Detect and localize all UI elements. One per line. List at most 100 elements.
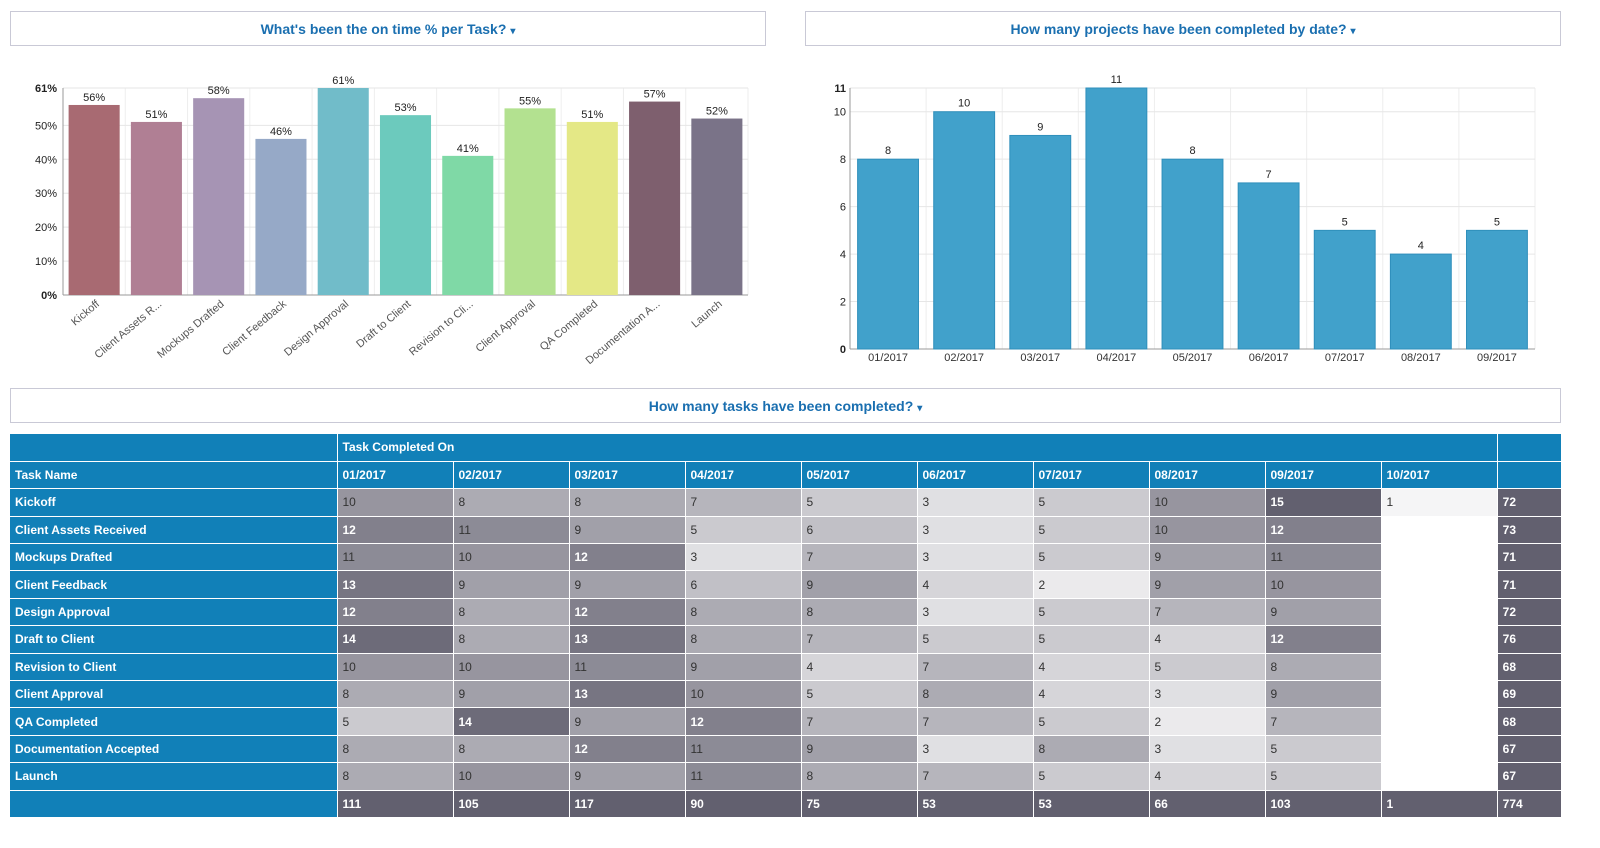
column-total: 66 <box>1149 790 1266 818</box>
bar[interactable] <box>317 88 369 295</box>
row-name: Client Approval <box>10 680 338 709</box>
projects-completed-bar-chart: 0 2 4 6 8 10 11 8 01/2017 10 02/2017 9 03/2017 11 04/2… <box>834 74 1536 364</box>
row-total: 73 <box>1497 516 1562 545</box>
table-cell: 5 <box>917 625 1034 654</box>
bar[interactable] <box>933 111 996 350</box>
table-row: QA Completed 5 14 9 12 7 7 5 2 7 68 <box>10 707 1562 736</box>
x-tick-label: Revision to Cli... <box>407 298 476 358</box>
table-cell: 10 <box>337 488 454 517</box>
data-label: 4 <box>1418 240 1424 252</box>
tasks-completed-table-header[interactable]: How many tasks have been completed? ▾ <box>10 388 1561 423</box>
data-label: 5 <box>1342 216 1348 228</box>
column-total: 103 <box>1265 790 1382 818</box>
bar[interactable] <box>442 155 494 295</box>
on-time-bar-chart: 0% 10% 20% 30% 40% 50% 61% 56% Kickoff 51% Client … <box>35 75 749 367</box>
table-cell: 11 <box>569 653 686 682</box>
table-cell: 4 <box>917 570 1034 599</box>
table-cell: 15 <box>1265 488 1382 517</box>
table-cell: 9 <box>1149 543 1266 572</box>
column-total: 111 <box>337 790 454 818</box>
bar[interactable] <box>1466 229 1528 350</box>
x-tick-label: Mockups Drafted <box>155 298 226 361</box>
row-name: Launch <box>10 762 338 791</box>
table-cell: 5 <box>1265 762 1382 791</box>
table-cell <box>1381 570 1498 599</box>
column-header: 09/2017 <box>1265 461 1382 490</box>
bar[interactable] <box>1313 229 1376 350</box>
column-total: 117 <box>569 790 686 818</box>
x-tick-label: 02/2017 <box>944 352 984 364</box>
row-name: Client Assets Received <box>10 516 338 545</box>
x-tick-label: 04/2017 <box>1097 352 1137 364</box>
x-tick-label: 06/2017 <box>1249 352 1289 364</box>
x-tick-label: QA Completed <box>538 298 601 353</box>
bar[interactable] <box>255 138 307 295</box>
bar[interactable] <box>68 104 120 295</box>
table-cell: 11 <box>1265 543 1382 572</box>
table-row: Mockups Drafted 11 10 12 3 7 3 5 9 11 71 <box>10 543 1562 572</box>
grand-total: 774 <box>1497 790 1562 818</box>
caret-down-icon: ▾ <box>510 26 516 37</box>
table-cell: 14 <box>453 707 570 736</box>
bar[interactable] <box>1161 158 1224 350</box>
table-cell: 3 <box>917 735 1034 764</box>
bar[interactable] <box>857 158 919 350</box>
bar[interactable] <box>504 108 556 295</box>
row-total: 67 <box>1497 735 1562 764</box>
y-tick-label: 30% <box>35 188 57 200</box>
x-tick-label: Kickoff <box>69 297 103 328</box>
y-tick-label: 8 <box>840 154 846 166</box>
table-cell: 7 <box>917 762 1034 791</box>
table-cell: 9 <box>1149 570 1266 599</box>
total-header <box>1497 461 1562 490</box>
tasks-completed-table: Task Completed On Task Name 01/2017 02/2017… <box>10 434 1562 818</box>
row-name: Kickoff <box>10 488 338 517</box>
bar[interactable] <box>1237 182 1300 350</box>
row-total: 72 <box>1497 598 1562 627</box>
table-cell: 9 <box>569 516 686 545</box>
column-header: 10/2017 <box>1381 461 1498 490</box>
projects-completed-chart-header[interactable]: How many projects have been completed by… <box>805 11 1561 46</box>
x-tick-label: Client Approval <box>474 298 538 355</box>
row-name: Revision to Client <box>10 653 338 682</box>
table-cell: 11 <box>453 516 570 545</box>
table-cell: 9 <box>1265 680 1382 709</box>
table-cell: 5 <box>1033 762 1150 791</box>
table-cell: 3 <box>917 488 1034 517</box>
column-total: 90 <box>685 790 802 818</box>
bar[interactable] <box>130 121 182 296</box>
table-cell: 10 <box>337 653 454 682</box>
column-header: 02/2017 <box>453 461 570 490</box>
table-cell: 7 <box>801 707 918 736</box>
on-time-chart-header[interactable]: What's been the on time % per Task? ▾ <box>10 11 766 46</box>
table-cell: 13 <box>569 680 686 709</box>
totals-row: 111 105 117 90 75 53 53 66 103 1 774 <box>10 790 1562 818</box>
table-cell: 4 <box>1149 762 1266 791</box>
data-label: 61% <box>332 75 354 87</box>
table-cell: 3 <box>1149 680 1266 709</box>
column-header: 05/2017 <box>801 461 918 490</box>
projects-completed-chart-title: How many projects have been completed by… <box>1010 21 1347 37</box>
table-cell: 12 <box>1265 516 1382 545</box>
table-row: Client Assets Received 12 11 9 5 6 3 5 10 12 73 <box>10 516 1562 545</box>
x-tick-label: 05/2017 <box>1173 352 1213 364</box>
table-cell: 5 <box>337 707 454 736</box>
bar[interactable] <box>691 118 743 295</box>
bar[interactable] <box>1009 134 1072 350</box>
table-cell: 5 <box>1033 543 1150 572</box>
bar[interactable] <box>566 121 618 296</box>
table-cell: 5 <box>685 516 802 545</box>
table-cell: 4 <box>1033 680 1150 709</box>
table-cell: 9 <box>685 653 802 682</box>
bar[interactable] <box>1085 87 1148 350</box>
data-label: 10 <box>958 98 970 110</box>
bar[interactable] <box>1389 253 1452 350</box>
data-label: 55% <box>519 95 541 107</box>
table-cell: 8 <box>453 598 570 627</box>
bar[interactable] <box>629 101 681 296</box>
table-cell: 8 <box>1033 735 1150 764</box>
column-header: 01/2017 <box>337 461 454 490</box>
y-tick-label: 0% <box>41 290 57 302</box>
bar[interactable] <box>379 115 432 295</box>
bar[interactable] <box>193 98 245 295</box>
